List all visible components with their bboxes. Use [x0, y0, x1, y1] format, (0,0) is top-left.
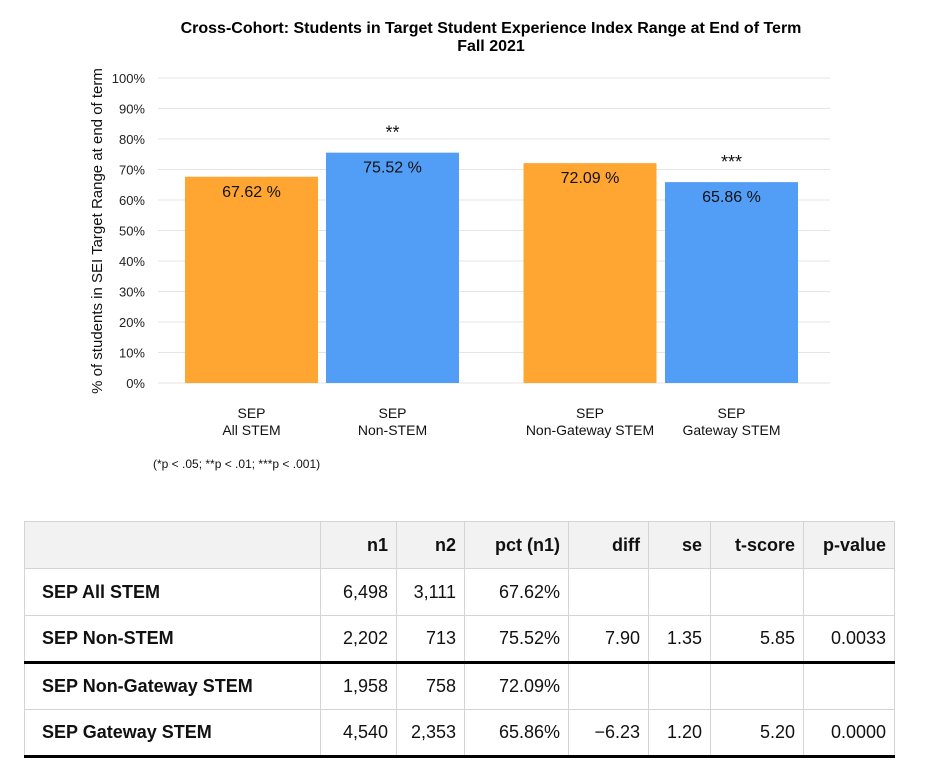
x-tick-label: SEP	[237, 405, 265, 421]
table-row: SEP Gateway STEM 4,540 2,353 65.86% −6.23 1.2…	[24, 709, 895, 758]
table-row: SEP All STEM 6,498 3,111 67.62%	[24, 568, 895, 616]
table-cell: 2,353	[396, 709, 465, 758]
row-label: SEP Gateway STEM	[24, 709, 321, 758]
column-header: diff	[568, 521, 649, 569]
table-cell: 7.90	[568, 615, 649, 664]
table-cell: 0.0000	[803, 709, 895, 758]
table-cell: 65.86%	[464, 709, 569, 758]
column-header	[24, 521, 321, 569]
chart-title: Cross-Cohort: Students in Target Student…	[181, 20, 802, 37]
bar-value-label: 65.86 %	[702, 189, 761, 206]
row-label: SEP All STEM	[24, 568, 321, 616]
column-header: n1	[320, 521, 397, 569]
x-tick-label: Non-Gateway STEM	[526, 422, 654, 438]
table-cell: 72.09%	[464, 662, 569, 710]
table-cell: 3,111	[396, 568, 465, 616]
table-cell: 5.85	[710, 615, 804, 664]
bar-value-label: 75.52 %	[363, 160, 422, 177]
significance-marker: ***	[721, 152, 742, 172]
table-cell	[710, 662, 804, 710]
column-header: pct (n1)	[464, 521, 569, 569]
x-tick-label: All STEM	[222, 422, 280, 438]
significance-marker: **	[385, 123, 399, 143]
bar-value-label: 67.62 %	[222, 184, 281, 201]
bar-value-label: 72.09 %	[561, 170, 620, 187]
y-tick-label: 60%	[119, 193, 145, 208]
y-tick-label: 80%	[119, 132, 145, 147]
table-cell: 2,202	[320, 615, 397, 664]
table-cell: 1.20	[648, 709, 711, 758]
table-cell: 758	[396, 662, 465, 710]
y-tick-label: 10%	[119, 346, 145, 361]
stats-table: n1 n2 pct (n1) diff se t-score p-value SEP All…	[24, 521, 895, 758]
y-tick-label: 30%	[119, 285, 145, 300]
bar	[665, 182, 798, 383]
table-cell: 5.20	[710, 709, 804, 758]
bar	[523, 163, 657, 383]
table-cell	[710, 568, 804, 616]
x-tick-label: Gateway STEM	[682, 422, 780, 438]
column-header: se	[648, 521, 711, 569]
table-cell	[568, 662, 649, 710]
table-cell: −6.23	[568, 709, 649, 758]
table-cell	[648, 662, 711, 710]
x-tick-label: SEP	[378, 405, 406, 421]
y-axis-ticks: 0% 10% 20% 30% 40% 50% 60% 70% 80% 90% 100%	[112, 71, 146, 391]
table-header-row: n1 n2 pct (n1) diff se t-score p-value	[24, 521, 895, 569]
x-tick-label: Non-STEM	[358, 422, 427, 438]
table-cell: 1.35	[648, 615, 711, 664]
bar	[326, 152, 459, 383]
table-row: SEP Non-Gateway STEM 1,958 758 72.09%	[24, 662, 895, 710]
y-tick-label: 100%	[112, 71, 146, 86]
table-cell	[648, 568, 711, 616]
column-header: p-value	[803, 521, 895, 569]
chart-subtitle: Fall 2021	[457, 38, 525, 55]
table-row: SEP Non-STEM 2,202 713 75.52% 7.90 1.35 5.85 0.…	[24, 615, 895, 664]
x-tick-label: SEP	[576, 405, 604, 421]
table-cell: 1,958	[320, 662, 397, 710]
y-tick-label: 40%	[119, 254, 145, 269]
y-tick-label: 50%	[119, 224, 145, 239]
y-tick-label: 20%	[119, 315, 145, 330]
column-header: t-score	[710, 521, 804, 569]
x-tick-label: SEP	[717, 405, 745, 421]
y-tick-label: 90%	[119, 102, 145, 117]
row-label: SEP Non-STEM	[24, 615, 321, 664]
table-cell: 4,540	[320, 709, 397, 758]
table-cell	[803, 568, 895, 616]
y-tick-label: 70%	[119, 163, 145, 178]
y-tick-label: 0%	[126, 376, 145, 391]
table-cell	[803, 662, 895, 710]
table-cell: 0.0033	[803, 615, 895, 664]
table-cell: 6,498	[320, 568, 397, 616]
row-label: SEP Non-Gateway STEM	[24, 662, 321, 710]
bar	[185, 176, 318, 383]
y-axis-label: % of students in SEI Target Range at end…	[89, 68, 106, 394]
column-header: n2	[396, 521, 465, 569]
significance-note: (*p < .05; **p < .01; ***p < .001)	[153, 457, 320, 471]
table-cell: 75.52%	[464, 615, 569, 664]
table-cell: 67.62%	[464, 568, 569, 616]
table-cell: 713	[396, 615, 465, 664]
table-cell	[568, 568, 649, 616]
bar-chart: Cross-Cohort: Students in Target Student…	[89, 20, 830, 471]
